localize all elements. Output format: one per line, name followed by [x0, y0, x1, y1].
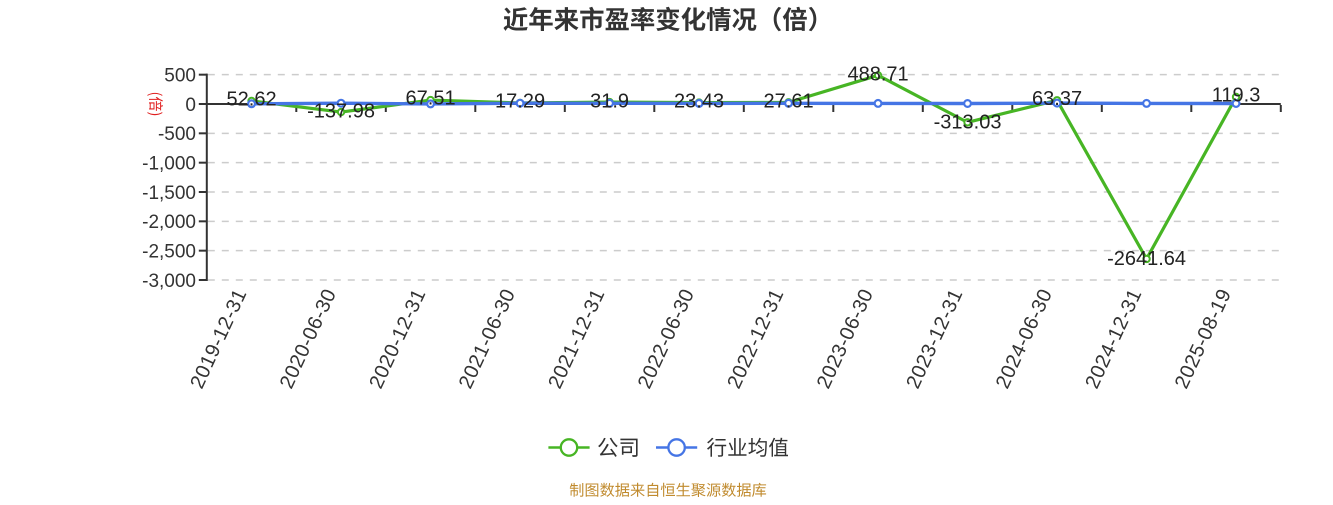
svg-text:-1,000: -1,000 — [142, 153, 196, 174]
svg-text:-1,500: -1,500 — [142, 183, 196, 204]
svg-text:-2641.64: -2641.64 — [1107, 248, 1186, 270]
svg-text:-2,500: -2,500 — [142, 241, 196, 262]
svg-text:63.37: 63.37 — [1032, 88, 1082, 110]
svg-text:67.51: 67.51 — [406, 88, 456, 110]
svg-text:119.3: 119.3 — [1212, 85, 1261, 107]
svg-text:488.71: 488.71 — [847, 63, 908, 85]
svg-text:-313.03: -313.03 — [934, 112, 1002, 134]
svg-text:-137.98: -137.98 — [307, 100, 375, 122]
svg-text:52.62: 52.62 — [227, 88, 277, 110]
svg-text:-2,000: -2,000 — [142, 212, 196, 233]
svg-text:31.9: 31.9 — [590, 91, 629, 113]
svg-text:0: 0 — [185, 95, 196, 116]
svg-text:27.61: 27.61 — [764, 91, 814, 113]
svg-text:17.29: 17.29 — [495, 91, 545, 113]
svg-text:-3,000: -3,000 — [142, 271, 196, 292]
svg-text:23.43: 23.43 — [674, 91, 724, 113]
svg-text:-500: -500 — [158, 124, 196, 145]
svg-text:500: 500 — [164, 65, 196, 86]
